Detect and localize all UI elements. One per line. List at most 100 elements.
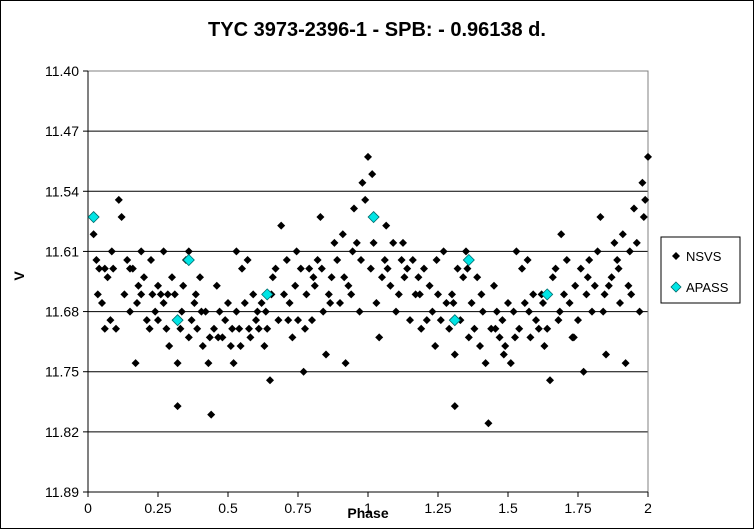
nsvs-point xyxy=(100,324,109,333)
legend-box xyxy=(660,236,741,304)
nsvs-point xyxy=(232,247,241,256)
nsvs-point xyxy=(257,298,266,307)
nsvs-point xyxy=(266,376,274,385)
nsvs-point xyxy=(204,359,213,368)
nsvs-point xyxy=(134,281,143,290)
nsvs-point xyxy=(218,333,227,342)
nsvs-point xyxy=(271,264,280,273)
y-tick-label: 11.54 xyxy=(45,183,79,199)
nsvs-point xyxy=(228,324,237,333)
nsvs-point xyxy=(145,324,154,333)
nsvs-point xyxy=(560,290,568,299)
nsvs-point xyxy=(107,247,116,256)
nsvs-point xyxy=(408,256,417,265)
nsvs-point xyxy=(299,367,308,376)
nsvs-point xyxy=(159,298,168,307)
nsvs-point xyxy=(400,273,409,282)
nsvs-point xyxy=(543,324,552,333)
nsvs-point xyxy=(240,298,249,307)
nsvs-point xyxy=(403,264,412,273)
nsvs-point xyxy=(330,238,339,247)
nsvs-point xyxy=(168,273,176,282)
x-tick-label: 1.25 xyxy=(424,500,451,516)
nsvs-point xyxy=(291,281,300,290)
y-tick-label: 11.75 xyxy=(45,364,79,380)
nsvs-point xyxy=(525,307,533,316)
nsvs-point xyxy=(574,316,582,325)
nsvs-point xyxy=(434,290,442,299)
nsvs-point xyxy=(576,264,585,273)
nsvs-point xyxy=(226,341,235,350)
nsvs-point xyxy=(383,264,392,273)
nsvs-point xyxy=(156,290,165,299)
nsvs-point xyxy=(375,333,384,342)
nsvs-point xyxy=(309,273,318,282)
nsvs-point xyxy=(162,324,171,333)
nsvs-point xyxy=(571,281,580,290)
nsvs-point xyxy=(151,307,160,316)
nsvs-point xyxy=(369,238,378,247)
nsvs-point xyxy=(484,419,493,428)
nsvs-point xyxy=(585,256,594,265)
nsvs-point xyxy=(154,281,162,290)
nsvs-point xyxy=(557,230,566,239)
nsvs-point xyxy=(392,307,400,316)
nsvs-point xyxy=(301,324,309,333)
nsvs-point xyxy=(512,247,521,256)
nsvs-point xyxy=(317,264,326,273)
nsvs-point xyxy=(95,264,104,273)
series-nsvs xyxy=(89,152,652,428)
y-tick-label: 11.68 xyxy=(45,304,79,320)
nsvs-point xyxy=(569,333,578,342)
y-tick-label: 11.82 xyxy=(45,424,79,440)
nsvs-point xyxy=(98,298,106,307)
y-tick-label: 11.40 xyxy=(45,63,79,79)
nsvs-point xyxy=(491,324,500,333)
nsvs-point xyxy=(313,256,322,265)
nsvs-point xyxy=(639,213,648,222)
nsvs-point xyxy=(614,264,623,273)
nsvs-point xyxy=(635,307,644,316)
nsvs-point xyxy=(196,273,204,282)
nsvs-point xyxy=(554,316,563,325)
nsvs-point xyxy=(551,264,560,273)
nsvs-point xyxy=(109,264,118,273)
y-axis-label: V xyxy=(11,271,27,281)
nsvs-point xyxy=(644,152,652,161)
nsvs-point xyxy=(382,221,391,230)
nsvs-point xyxy=(285,298,294,307)
nsvs-point xyxy=(399,238,407,247)
legend-label-nsvs: NSVS xyxy=(686,249,722,264)
nsvs-point xyxy=(450,350,459,359)
nsvs-point xyxy=(361,195,370,204)
nsvs-point xyxy=(539,298,547,307)
nsvs-point xyxy=(476,341,484,350)
nsvs-point xyxy=(254,324,263,333)
nsvs-point xyxy=(439,247,448,256)
nsvs-point xyxy=(114,195,123,204)
nsvs-point xyxy=(355,307,364,316)
nsvs-point xyxy=(470,324,479,333)
nsvs-point xyxy=(630,204,638,213)
nsvs-point xyxy=(467,298,476,307)
nsvs-point xyxy=(187,316,196,325)
nsvs-point xyxy=(442,298,451,307)
nsvs-point xyxy=(232,307,241,316)
nsvs-point xyxy=(173,402,182,411)
x-tick-label: 0 xyxy=(84,500,92,516)
legend-label-apass: APASS xyxy=(686,280,729,295)
nsvs-point xyxy=(546,376,554,385)
x-tick-label: 0.25 xyxy=(144,500,171,516)
nsvs-point xyxy=(165,341,174,350)
nsvs-point xyxy=(386,281,395,290)
nsvs-point xyxy=(509,307,518,316)
nsvs-point xyxy=(618,230,627,239)
apass-point xyxy=(171,314,184,327)
nsvs-point xyxy=(627,290,636,299)
apass-point xyxy=(541,288,554,301)
nsvs-point xyxy=(341,359,350,368)
nsvs-point xyxy=(499,350,508,359)
nsvs-point xyxy=(600,290,609,299)
nsvs-point xyxy=(602,350,610,359)
nsvs-point xyxy=(632,238,641,247)
